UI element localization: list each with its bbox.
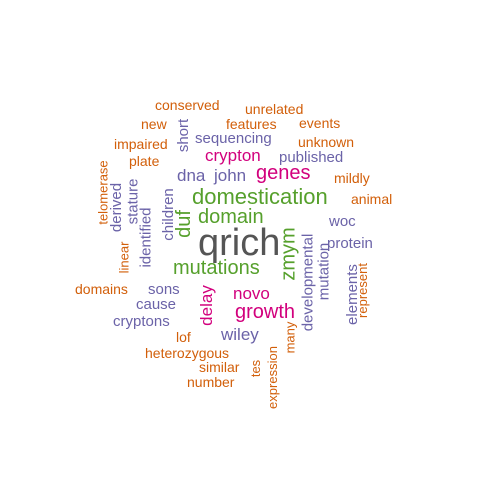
word-animal: animal <box>351 191 393 207</box>
word-cryptons: cryptons <box>113 313 170 330</box>
word-qrich: qrich <box>198 222 281 264</box>
word-conserved: conserved <box>155 97 220 113</box>
word-sons: sons <box>148 281 180 298</box>
word-domain: domain <box>198 206 264 228</box>
word-duf: duf <box>172 210 195 238</box>
word-delay: delay <box>196 285 216 326</box>
word-mildly: mildly <box>334 170 370 186</box>
word-wiley: wiley <box>221 325 259 344</box>
word-stature: stature <box>124 178 142 225</box>
word-zmym: zmym <box>277 227 300 281</box>
word-unrelated: unrelated <box>245 101 304 117</box>
word-crypton: crypton <box>205 146 261 165</box>
word-derived: derived <box>108 182 126 233</box>
word-lof: lof <box>176 329 191 345</box>
word-published: published <box>279 149 344 166</box>
word-tes: tes <box>248 359 264 378</box>
word-john: john <box>214 166 247 185</box>
word-impaired: impaired <box>114 136 168 152</box>
word-growth: growth <box>235 301 296 323</box>
word-protein: protein <box>327 235 373 252</box>
word-new: new <box>141 116 167 132</box>
word-short: short <box>175 118 193 153</box>
word-domains: domains <box>75 281 128 297</box>
word-developmental: developmental <box>299 233 317 332</box>
word-linear: linear <box>116 241 132 274</box>
word-plate: plate <box>129 153 160 169</box>
word-sequencing: sequencing <box>195 130 272 147</box>
word-genes: genes <box>256 162 311 184</box>
word-represent: represent <box>354 263 370 318</box>
word-number: number <box>187 374 235 390</box>
word-mutations: mutations <box>173 257 260 279</box>
word-woc: woc <box>329 213 356 230</box>
word-unknown: unknown <box>298 134 355 150</box>
word-expression: expression <box>264 346 280 409</box>
word-similar: similar <box>199 359 240 375</box>
word-features: features <box>226 116 277 132</box>
word-heterozygous: heterozygous <box>145 345 230 361</box>
word-dna: dna <box>177 166 206 185</box>
word-telomerase: telomerase <box>95 160 111 225</box>
word-cause: cause <box>136 296 177 313</box>
word-many: many <box>282 321 298 354</box>
word-domestication: domestication <box>192 184 328 209</box>
word-children: children <box>159 188 177 241</box>
word-events: events <box>299 115 341 131</box>
word-novo: novo <box>233 284 270 303</box>
